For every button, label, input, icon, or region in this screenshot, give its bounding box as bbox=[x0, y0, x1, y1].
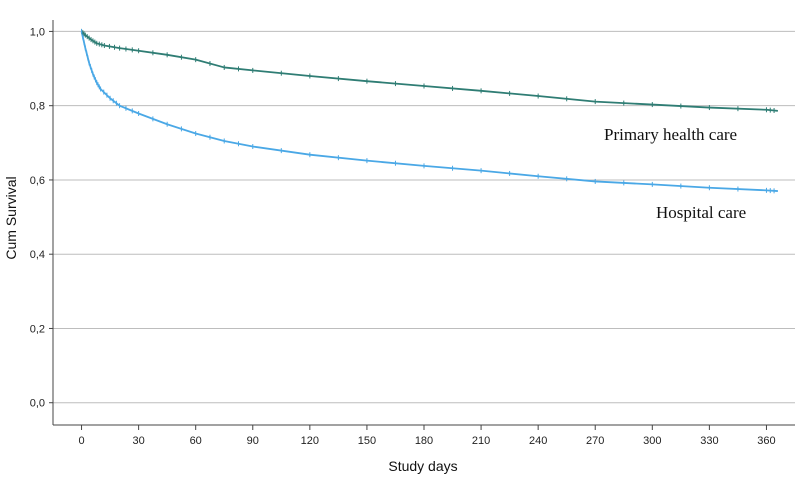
x-tick-label: 0 bbox=[78, 435, 84, 447]
axes bbox=[52, 20, 795, 426]
x-tick-label: 270 bbox=[586, 435, 604, 447]
y-tick-label: 0,6 bbox=[30, 175, 45, 187]
x-tick-label: 60 bbox=[190, 435, 202, 447]
series bbox=[80, 30, 778, 192]
y-tick-label: 0,2 bbox=[30, 323, 45, 335]
x-tick-label: 30 bbox=[132, 435, 144, 447]
y-tick-label: 0,8 bbox=[30, 101, 45, 113]
x-tick-label: 330 bbox=[700, 435, 718, 447]
annotation-hospital-care: Hospital care bbox=[656, 203, 746, 222]
x-tick-label: 210 bbox=[472, 435, 490, 447]
x-tick-label: 240 bbox=[529, 435, 547, 447]
x-axis-title: Study days bbox=[388, 458, 457, 474]
y-tick-label: 0,0 bbox=[30, 398, 45, 410]
x-tick-label: 360 bbox=[757, 435, 775, 447]
gridlines bbox=[53, 30, 795, 404]
ticks: 0,0 0,2 0,4 0,6 0,8 1,0 0 30 60 90 120 150 180 210 240… bbox=[30, 26, 776, 447]
x-tick-label: 300 bbox=[643, 435, 661, 447]
censor-marks bbox=[81, 28, 775, 194]
x-tick-label: 150 bbox=[358, 435, 376, 447]
y-tick-label: 1,0 bbox=[30, 26, 45, 38]
x-tick-label: 120 bbox=[301, 435, 319, 447]
series-annotations: Primary health care Hospital care bbox=[604, 125, 746, 222]
y-axis-title: Cum Survival bbox=[3, 176, 19, 259]
x-tick-label: 90 bbox=[247, 435, 259, 447]
x-tick-label: 180 bbox=[415, 435, 433, 447]
series-line-hospital-care bbox=[80, 31, 778, 192]
y-tick-label: 0,4 bbox=[30, 249, 45, 261]
annotation-primary-health-care: Primary health care bbox=[604, 125, 737, 144]
series-line-primary-health-care bbox=[80, 30, 778, 112]
